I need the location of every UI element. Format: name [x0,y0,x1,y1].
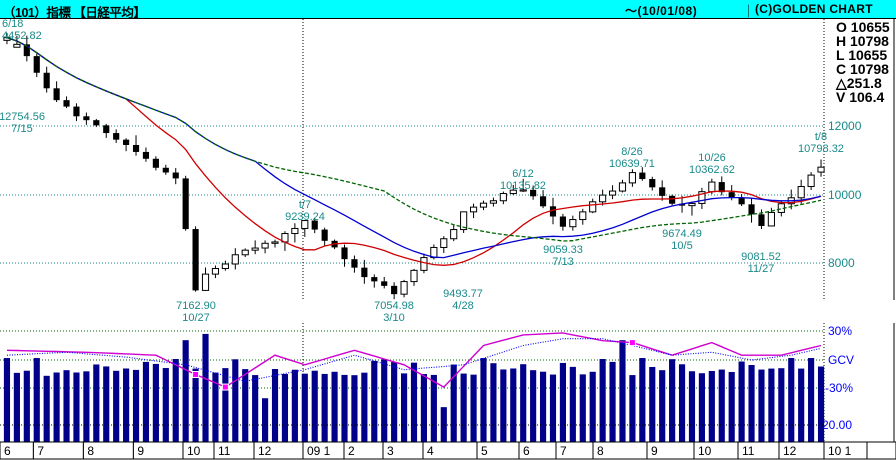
svg-text:09 1: 09 1 [307,444,331,458]
svg-text:6: 6 [523,444,530,458]
svg-text:12: 12 [783,444,797,458]
svg-text:10: 10 [698,444,712,458]
svg-text:11: 11 [218,444,231,458]
svg-text:6: 6 [4,444,11,458]
svg-text:3: 3 [387,444,394,458]
svg-text:7: 7 [560,444,567,458]
svg-text:7: 7 [37,444,44,458]
svg-text:12: 12 [258,444,272,458]
svg-text:4: 4 [427,444,434,458]
svg-text:10: 10 [187,444,201,458]
svg-text:9: 9 [137,444,144,458]
svg-text:8: 8 [87,444,94,458]
svg-text:11: 11 [742,444,755,458]
svg-text:10 1: 10 1 [828,444,852,458]
svg-text:2: 2 [348,444,355,458]
svg-text:9: 9 [651,444,658,458]
svg-text:5: 5 [481,444,488,458]
svg-text:8: 8 [597,444,604,458]
